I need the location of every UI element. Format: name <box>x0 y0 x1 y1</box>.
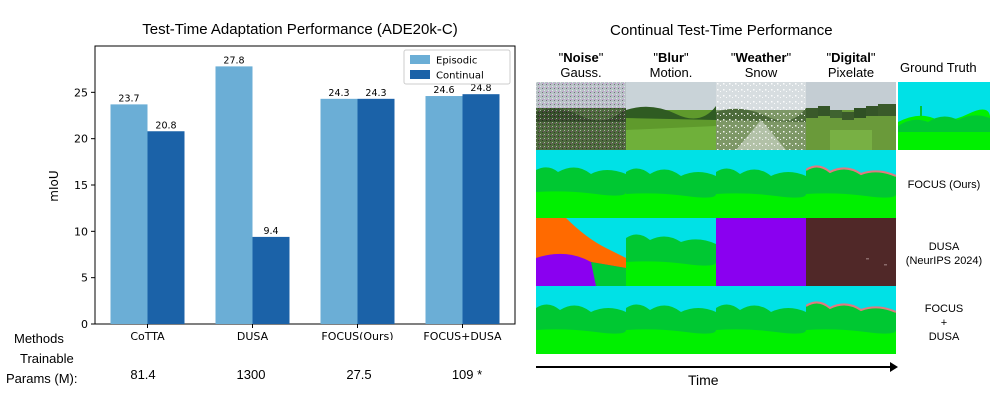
x-tick-label: FOCUS+DUSA <box>423 330 502 340</box>
right-panel-title: Continual Test-Time Performance <box>610 22 833 39</box>
legend-swatch-continual <box>410 70 430 79</box>
time-axis-line <box>536 366 892 368</box>
param-value-focus-dusa: 109 * <box>451 367 483 382</box>
y-tick-label: 15 <box>74 179 88 192</box>
mask-dusa-blur <box>626 218 716 286</box>
param-value-focus: 27.5 <box>346 367 372 382</box>
bar-value-label: 27.8 <box>223 55 244 66</box>
input-image-pixelate <box>806 82 896 150</box>
mask-dusa-noise <box>536 218 626 286</box>
legend-label-episodic: Episodic <box>436 56 477 67</box>
legend-swatch-episodic <box>410 55 430 64</box>
mask-focus-dusa-blur <box>626 286 716 354</box>
row-label-focus-dusa: FOCUS + DUSA <box>924 303 964 343</box>
corruption-header-weather: "Weather" Snow <box>730 50 792 80</box>
row-label-dusa: DUSA (NeurIPS 2024) <box>905 241 983 267</box>
mask-focus-pixelate <box>806 150 896 218</box>
ground-truth-mask <box>898 82 990 150</box>
trainable-label: Trainable <box>20 351 74 366</box>
y-axis-label: mIoU <box>47 170 61 201</box>
y-tick-label: 25 <box>74 86 88 99</box>
mask-dusa-pixelate <box>806 218 896 286</box>
legend-box <box>403 49 511 85</box>
mask-focus-noise <box>536 150 626 218</box>
bar-continual <box>462 94 500 324</box>
bar-value-label: 24.8 <box>470 83 491 94</box>
chart-legend: Episodic Continual <box>403 49 511 85</box>
param-value-dusa: 1300 <box>236 367 266 382</box>
bar-value-label: 20.8 <box>155 120 176 131</box>
bar-episodic <box>425 96 463 324</box>
x-tick-label: FOCUS(Ours) <box>321 330 393 340</box>
bar-continual <box>147 131 185 324</box>
y-tick-label: 20 <box>74 133 88 146</box>
input-image-motion-blur <box>626 82 716 150</box>
chart-title: Test-Time Adaptation Performance (ADE20k… <box>142 21 457 38</box>
bar-episodic <box>215 66 253 325</box>
time-axis-label: Time <box>688 372 719 388</box>
bar-value-label: 24.6 <box>433 85 454 96</box>
input-image-snow <box>716 82 806 150</box>
bar-continual <box>252 236 290 324</box>
ground-truth-label: Ground Truth <box>900 60 977 75</box>
mask-focus-dusa-noise <box>536 286 626 354</box>
corruption-header-noise: "Noise" Gauss. <box>558 50 604 80</box>
mask-dusa-snow <box>716 218 806 286</box>
y-tick-label: 0 <box>81 318 88 331</box>
bar-episodic <box>320 98 358 324</box>
bar-value-label: 23.7 <box>118 93 139 104</box>
input-image-gaussian-noise <box>536 82 626 150</box>
bar-chart: Test-Time Adaptation Performance (ADE20k… <box>47 21 516 340</box>
mask-focus-blur <box>626 150 716 218</box>
corruption-header-digital: "Digital" Pixelate <box>826 50 876 80</box>
bar-value-label: 24.3 <box>365 88 386 99</box>
params-label: Params (M): <box>6 371 78 386</box>
corruption-header-blur: "Blur" Motion. <box>649 50 693 80</box>
mask-focus-dusa-snow <box>716 286 806 354</box>
bar-value-label: 24.3 <box>328 88 349 99</box>
param-value-cotta: 81.4 <box>130 367 156 382</box>
x-tick-label: CoTTA <box>130 330 165 340</box>
x-tick-label: DUSA <box>237 330 269 340</box>
bar-continual <box>357 98 395 324</box>
y-tick-label: 10 <box>74 225 88 238</box>
methods-label: Methods <box>14 331 64 346</box>
time-arrow-icon <box>890 362 898 372</box>
row-label-focus: FOCUS (Ours) <box>907 179 981 191</box>
mask-focus-dusa-pixelate <box>806 286 896 354</box>
mask-focus-snow <box>716 150 806 218</box>
bar-episodic <box>110 104 148 324</box>
legend-label-continual: Continual <box>436 71 484 82</box>
y-tick-label: 5 <box>81 272 88 285</box>
bar-value-label: 9.4 <box>263 226 278 237</box>
